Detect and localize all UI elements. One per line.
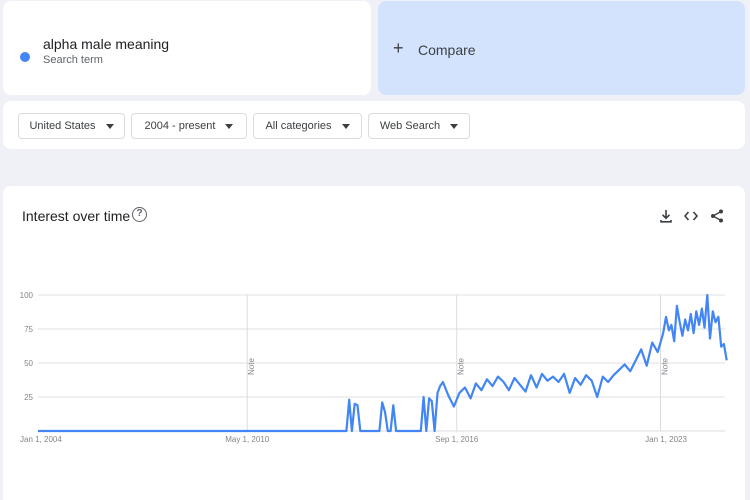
note-label: Note	[661, 358, 670, 375]
y-tick-label: 100	[20, 291, 34, 300]
compare-button[interactable]: + Compare	[378, 1, 745, 95]
caret-down-icon	[225, 123, 234, 129]
note-label: Note	[457, 358, 466, 375]
chart-title: Interest over time	[22, 208, 131, 224]
caret-down-icon	[341, 123, 350, 129]
y-tick-label: 25	[24, 393, 33, 402]
series-color-dot	[20, 52, 30, 62]
help-icon[interactable]: ?	[132, 207, 147, 222]
plus-icon: +	[393, 38, 404, 58]
time-range-dropdown[interactable]: 2004 - present	[131, 113, 247, 139]
search-property-dropdown[interactable]: Web Search	[368, 113, 470, 139]
caret-down-icon	[450, 123, 459, 129]
x-tick-label: May 1, 2010	[225, 435, 270, 444]
search-term-subtitle: Search term	[43, 54, 103, 66]
filter-bar: United States 2004 - present All categor…	[3, 101, 745, 149]
search-term-card[interactable]: alpha male meaning Search term	[3, 1, 371, 95]
compare-label: Compare	[418, 42, 476, 58]
y-tick-label: 75	[24, 325, 33, 334]
embed-icon[interactable]	[683, 208, 699, 224]
region-dropdown[interactable]: United States	[18, 113, 125, 139]
category-label: All categories	[265, 120, 332, 132]
x-tick-label: Jan 1, 2004	[20, 435, 62, 444]
region-label: United States	[29, 120, 96, 132]
series-line	[38, 293, 728, 433]
x-tick-label: Jan 1, 2023	[645, 435, 687, 444]
search-term-name[interactable]: alpha male meaning	[43, 36, 170, 52]
x-tick-label: Sep 1, 2016	[435, 435, 479, 444]
interest-over-time-card: Interest over time ? 25 50 75 100 Note Note No…	[3, 186, 745, 500]
share-icon[interactable]	[709, 208, 725, 224]
note-label: Note	[247, 358, 256, 375]
time-range-label: 2004 - present	[144, 120, 216, 132]
interest-chart: 25 50 75 100 Note Note Note Jan 1, 2004 May 1, 2…	[20, 291, 728, 444]
category-dropdown[interactable]: All categories	[253, 113, 362, 139]
search-property-label: Web Search	[379, 120, 441, 132]
download-icon[interactable]	[658, 208, 674, 224]
caret-down-icon	[105, 123, 114, 129]
y-tick-label: 50	[24, 359, 33, 368]
